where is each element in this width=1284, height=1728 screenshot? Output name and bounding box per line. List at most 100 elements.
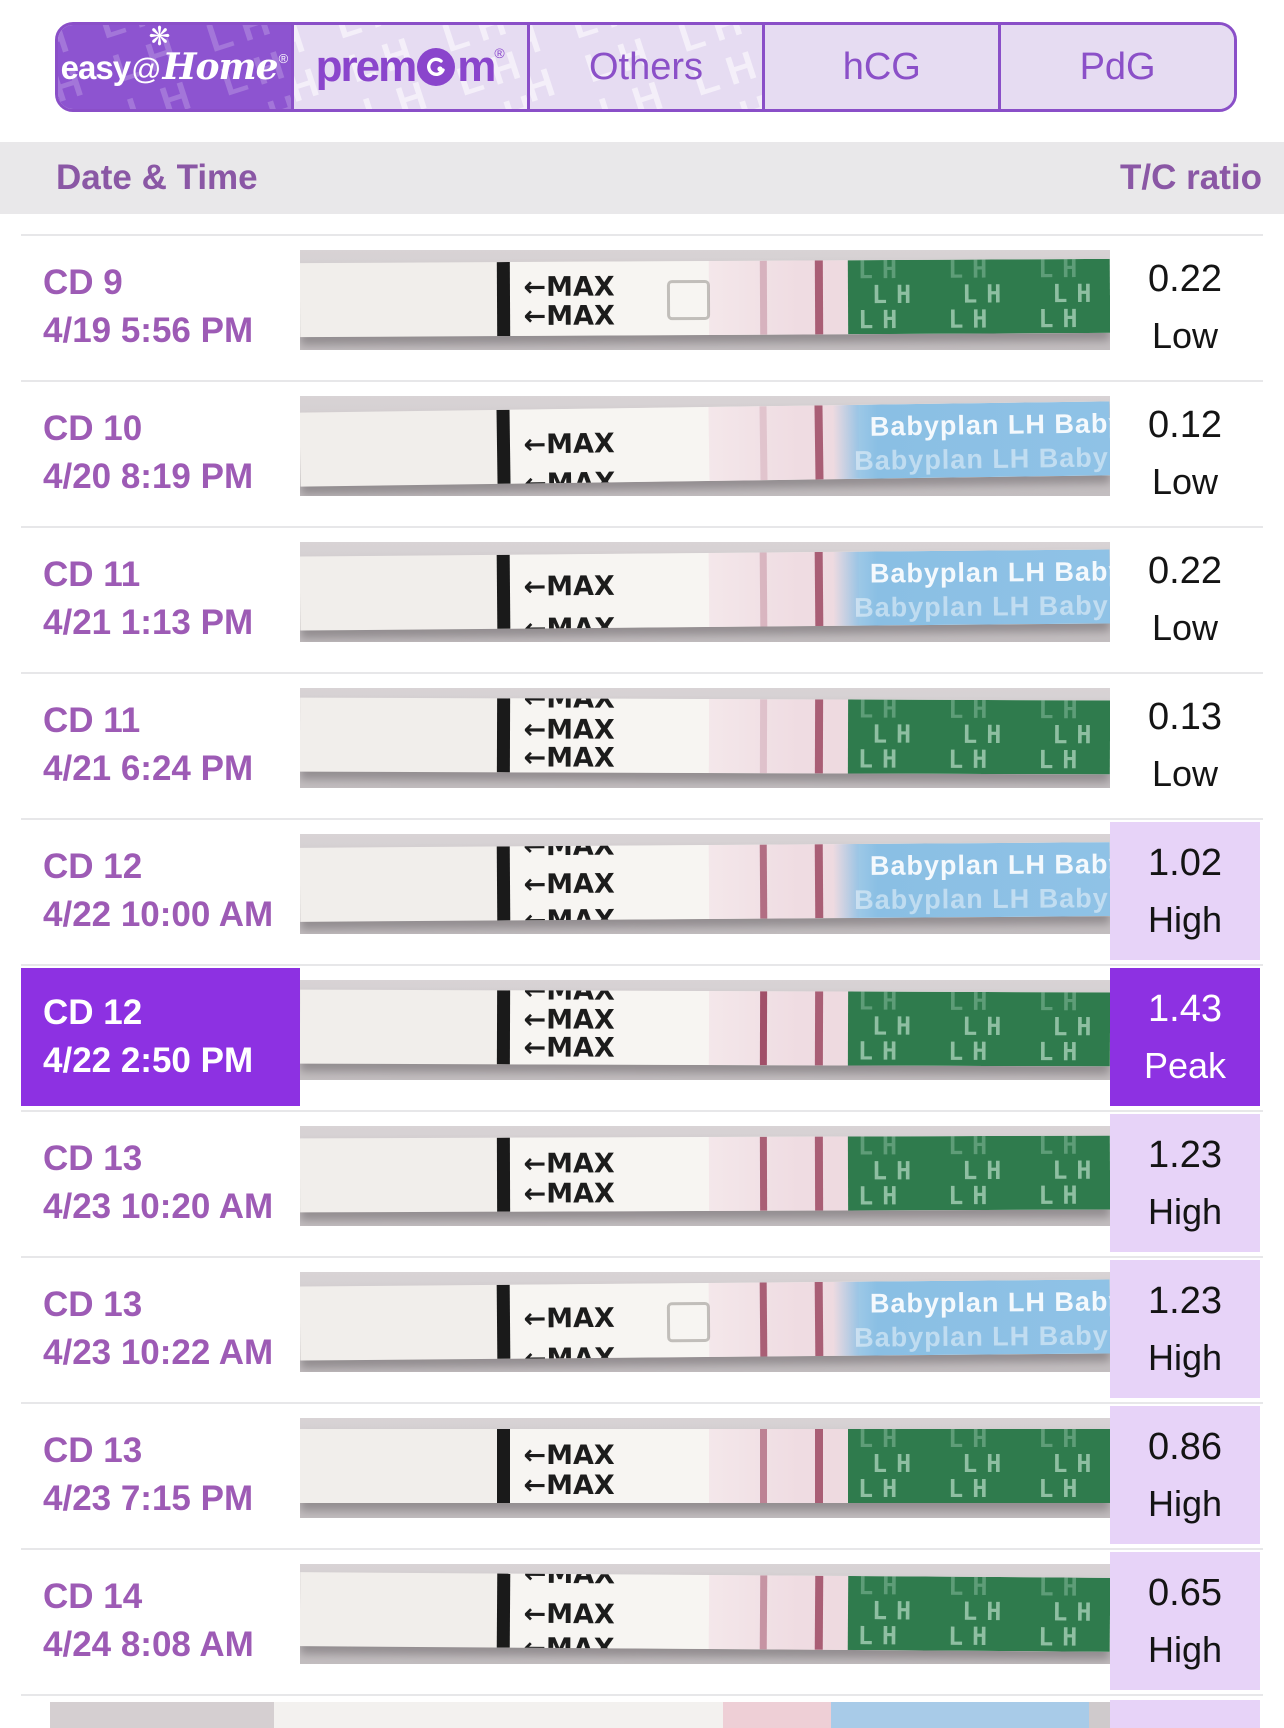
row-divider: [21, 234, 1263, 236]
test-strip-photo[interactable]: ←MAX←MAX LH LH LH LH LH LH LH LH LH LH LH…: [300, 250, 1110, 350]
test-membrane: [708, 699, 860, 774]
next-strip-photo-sliver: [50, 1702, 274, 1728]
test-strip-photo[interactable]: ←MAX←MAX LH LH LH LH LH LH LH LH LH LH LH…: [300, 1418, 1110, 1518]
test-row[interactable]: CD 11 4/21 1:13 PM ←MAX ←MAX Babyplan LH Bab…: [0, 526, 1284, 672]
lh-pattern-text: LH LH LH LH LH LH LH LH LH LH LH LH: [857, 258, 1110, 285]
datetime-label: 4/19 5:56 PM: [43, 310, 254, 350]
test-row[interactable]: CD 14 4/24 8:08 AM ←MAX ←MAX ←MAX LH LH LH LH…: [0, 1548, 1284, 1694]
test-strip-photo[interactable]: ←MAX ←MAX Babyplan LH Babyplan LH Babyplan…: [300, 542, 1110, 642]
row-divider: [21, 964, 1263, 966]
ratio-cell: 0.86 High: [1110, 1406, 1260, 1544]
date-cell: CD 14 4/24 8:08 AM: [21, 1552, 300, 1690]
max-marker: ←MAX: [523, 428, 615, 461]
test-row[interactable]: CD 11 4/21 6:24 PM ←MAX ←MAX ←MAX LH LH LH LH…: [0, 672, 1284, 818]
test-row[interactable]: CD 13 4/23 10:20 AM ←MAX ←MAX LH LH LH LH LH…: [0, 1110, 1284, 1256]
test-strip-photo[interactable]: ←MAX ←MAX Babyplan LH Babyplan LH Babyplan…: [300, 1272, 1110, 1372]
logo-text-m: m: [457, 42, 496, 91]
tc-ratio-value: 1.23: [1148, 1280, 1222, 1322]
tab-easyhome[interactable]: LH LH LH LH LH LH LH LH LH LH LH LH LH L…: [58, 25, 294, 109]
control-line: [815, 1429, 824, 1503]
test-line: [760, 1429, 767, 1503]
datetime-label: 4/21 6:24 PM: [43, 748, 254, 788]
datetime-label: 4/22 2:50 PM: [43, 1040, 254, 1080]
test-result-list: CD 9 4/19 5:56 PM ←MAX ←MAX LH LH LH LH LH L…: [0, 234, 1284, 1694]
brand-tab-bar: LH LH LH LH LH LH LH LH LH LH LH LH LH L…: [55, 22, 1237, 112]
lh-pattern-text: LH LH LH LH LH LH LH LH LH LH LH LH: [858, 1178, 1110, 1211]
lh-pattern-text: LH LH LH LH LH LH LH LH LH LH LH LH: [871, 1596, 1110, 1632]
test-row[interactable]: CD 12 4/22 2:50 PM ←MAX ←MAX ←MAX LH LH LH LH…: [0, 964, 1284, 1110]
strip-handle-green: LH LH LH LH LH LH LH LH LH LH LH LH LH L…: [847, 990, 1110, 1067]
max-marker: ←MAX: [523, 300, 615, 333]
lh-pattern-text: LH LH LH LH LH LH LH LH LH LH LH LH: [858, 300, 1110, 335]
lh-pattern-text: LH LH LH LH LH LH LH LH LH LH LH LH: [857, 1135, 1110, 1161]
lh-level-badge: High: [1147, 1629, 1223, 1670]
row-divider: [21, 1256, 1263, 1258]
tab-pdg[interactable]: PdG: [1001, 25, 1234, 109]
ratio-cell: 1.43 Peak: [1110, 968, 1260, 1106]
max-marker-partial: ←MAX: [523, 1342, 616, 1361]
control-line: [814, 1575, 824, 1650]
test-line: [759, 260, 767, 335]
max-marker: ←MAX: [523, 742, 615, 774]
max-marker: ←MAX: [523, 714, 615, 746]
logo-text-easy: easy: [60, 49, 131, 86]
tab-premom[interactable]: LH LH LH LH LH LH LH LH LH LH LH LH LH L…: [293, 25, 530, 109]
lh-pattern-text: LH LH LH LH LH LH LH LH LH LH LH LH: [871, 719, 1110, 753]
date-cell: CD 12 4/22 10:00 AM: [21, 822, 300, 960]
test-row[interactable]: CD 13 4/23 7:15 PM ←MAX ←MAX LH LH LH LH LH …: [0, 1402, 1284, 1548]
max-marker: ←MAX: [523, 1440, 615, 1472]
control-line: [815, 1136, 824, 1211]
test-strip-photo[interactable]: ←MAX ←MAX Babyplan LH Babyplan LH Babyplan…: [300, 396, 1110, 496]
test-strip: ←MAX←MAX LH LH LH LH LH LH LH LH LH LH LH…: [300, 1135, 1110, 1213]
logo-text-prem: prem: [315, 42, 418, 91]
max-marker: ←MAX: [523, 271, 615, 303]
control-line: [814, 260, 824, 335]
test-row[interactable]: CD 13 4/23 10:22 AM ←MAX ←MAX Babyplan LH Ba…: [0, 1256, 1284, 1402]
row-divider: [21, 672, 1263, 674]
tc-ratio-value: 0.12: [1148, 404, 1222, 446]
cycle-day-label: CD 10: [43, 409, 143, 448]
ratio-cell: 0.13 Low: [1110, 676, 1260, 814]
strip-handle-green: LH LH LH LH LH LH LH LH LH LH LH LH LH L…: [847, 697, 1110, 775]
test-row[interactable]: CD 12 4/22 10:00 AM ←MAX ←MAX ←MAX Babyplan L…: [0, 818, 1284, 964]
control-line: [814, 1281, 824, 1357]
tab-label-pdg: PdG: [1079, 45, 1156, 88]
babyplan-pattern-text: Babyplan LH Babyplan LH Babyplan LH: [854, 588, 1110, 623]
easyathome-logo: ❋ easy @ Home ®: [60, 25, 289, 86]
ratio-cell: 0.12 Low: [1110, 384, 1260, 522]
lh-level-badge: High: [1147, 1483, 1223, 1524]
max-marker-partial: ←MAX: [523, 1572, 616, 1591]
ratio-cell: 0.65 High: [1110, 1552, 1260, 1690]
tab-hcg[interactable]: hCG: [765, 25, 1002, 109]
max-marker: ←MAX: [523, 1469, 615, 1501]
partial-next-row[interactable]: [0, 1694, 1284, 1728]
test-strip: ←MAX ←MAX Babyplan LH Babyplan LH Babyplan…: [300, 549, 1110, 631]
test-strip: ←MAX ←MAX Babyplan LH Babyplan LH Babyplan…: [300, 1279, 1110, 1361]
max-fill-bar: [496, 262, 510, 337]
lh-pattern-text: LH LH LH LH LH LH LH LH LH LH LH LH: [858, 697, 1110, 728]
max-marker-partial: ←MAX: [523, 842, 615, 863]
row-divider: [21, 526, 1263, 528]
tab-others[interactable]: LH LH LH LH LH LH LH LH LH LH LH LH LH L…: [529, 25, 766, 109]
test-row[interactable]: CD 10 4/20 8:19 PM ←MAX ←MAX Babyplan LH Bab…: [0, 380, 1284, 526]
cycle-day-label: CD 13: [43, 1431, 143, 1470]
lh-level-badge: Low: [1151, 753, 1219, 794]
datetime-label: 4/23 10:20 AM: [43, 1186, 274, 1226]
test-strip-photo[interactable]: ←MAX ←MAX ←MAX Babyplan LH Babyplan LH Baby…: [300, 834, 1110, 934]
tc-ratio-value: 0.22: [1148, 550, 1222, 592]
test-strip-photo[interactable]: ←MAX←MAX LH LH LH LH LH LH LH LH LH LH LH…: [300, 1126, 1110, 1226]
cycle-day-label: CD 11: [43, 701, 141, 740]
next-ratio-highlight-sliver: [1110, 1700, 1260, 1728]
test-row[interactable]: CD 9 4/19 5:56 PM ←MAX ←MAX LH LH LH LH LH L…: [0, 234, 1284, 380]
lh-pattern-text: LH LH LH LH LH LH LH LH LH LH LH LH: [857, 1036, 1110, 1067]
cycle-day-label: CD 13: [43, 1139, 143, 1178]
control-line: [814, 551, 824, 627]
cycle-day-label: CD 9: [43, 263, 123, 302]
tc-ratio-value: 0.65: [1148, 1572, 1222, 1614]
